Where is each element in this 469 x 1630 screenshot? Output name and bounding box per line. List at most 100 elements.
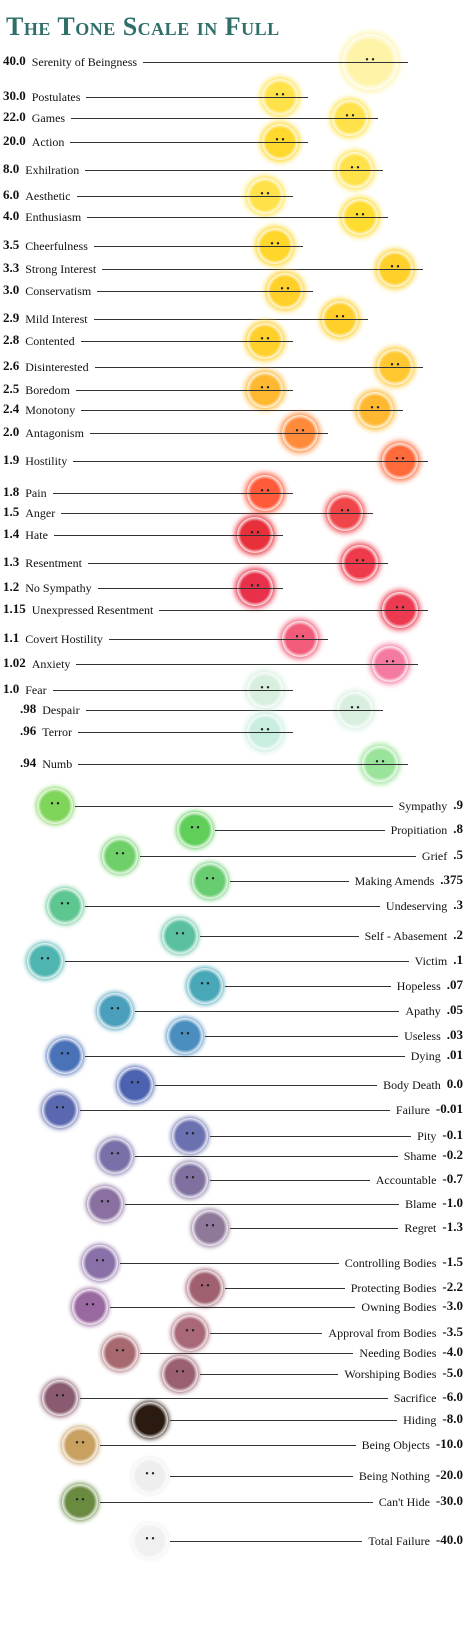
tone-leader-line	[205, 1036, 399, 1037]
tone-value: 4.0	[3, 208, 20, 223]
tone-leader-line	[85, 170, 383, 171]
tone-value: 1.4	[3, 526, 20, 541]
tone-value: 1.0	[3, 681, 20, 696]
tone-label: Anxiety	[31, 657, 71, 671]
tone-leader-line	[78, 732, 293, 733]
tone-label: Propitiation	[390, 823, 448, 837]
face-blob-icon	[97, 1138, 133, 1174]
tone-value: -6.0	[442, 1389, 463, 1404]
tone-leader-line	[81, 410, 403, 411]
tone-label: Protecting Bodies	[350, 1281, 437, 1295]
tone-leader-line	[80, 1110, 390, 1111]
face-expression-icon: • •	[280, 284, 290, 295]
face-expression-icon: • •	[395, 454, 405, 465]
tone-label: Hiding	[403, 1413, 437, 1427]
tone-value: -20.0	[435, 1467, 463, 1482]
tone-label: Serenity of Beingness	[31, 55, 138, 69]
face-expression-icon: • •	[60, 899, 70, 910]
tone-label: Victim	[414, 954, 448, 968]
face-blob-icon	[132, 1458, 168, 1494]
tone-label: No Sympathy	[25, 581, 92, 595]
face-expression-icon: • •	[50, 799, 60, 810]
face-expression-icon: • •	[175, 1367, 185, 1378]
tone-label: Being Nothing	[358, 1469, 430, 1483]
tone-leader-line	[61, 513, 373, 514]
tone-value: .96	[20, 723, 37, 738]
tone-label: Shame	[403, 1149, 437, 1163]
face-expression-icon: • •	[145, 1413, 155, 1424]
tone-label: Mild Interest	[25, 312, 88, 326]
face-expression-icon: • •	[115, 849, 125, 860]
tone-value: .8	[453, 821, 463, 836]
face-expression-icon: • •	[180, 1029, 190, 1040]
face-expression-icon: • •	[130, 1078, 140, 1089]
tone-label: Strong Interest	[25, 262, 97, 276]
tone-value: 6.0	[3, 187, 20, 202]
tone-leader-line	[210, 1180, 370, 1181]
tone-leader-line	[70, 142, 308, 143]
face-expression-icon: • •	[250, 581, 260, 592]
face-blob-icon	[97, 993, 133, 1029]
tone-leader-line	[52, 690, 293, 691]
face-blob-icon	[102, 838, 138, 874]
face-expression-icon: • •	[375, 757, 385, 768]
face-expression-icon: • •	[200, 1281, 210, 1292]
tone-label: Action	[31, 135, 65, 149]
tone-leader-line	[93, 319, 368, 320]
tone-label: Regret	[404, 1221, 437, 1235]
tone-value: -0.01	[435, 1101, 463, 1116]
tone-leader-line	[210, 1136, 412, 1137]
tone-label: Grief	[421, 849, 448, 863]
face-blob-icon	[167, 1018, 203, 1054]
face-blob-icon	[132, 1523, 168, 1559]
tone-label: Numb	[42, 757, 73, 771]
face-blob-icon	[172, 1118, 208, 1154]
tone-value: -3.0	[442, 1298, 463, 1313]
tone-value: 1.3	[3, 554, 20, 569]
tone-value: 40.0	[3, 53, 26, 68]
tone-value: .98	[20, 701, 37, 716]
tone-leader-line	[143, 62, 408, 63]
face-expression-icon: • •	[190, 823, 200, 834]
tone-label: Fear	[25, 683, 47, 697]
tone-value: .375	[440, 872, 463, 887]
tone-leader-line	[210, 1333, 323, 1334]
face-expression-icon: • •	[205, 1221, 215, 1232]
tone-leader-line	[159, 610, 428, 611]
tone-leader-line	[97, 291, 313, 292]
tone-value: .03	[446, 1027, 463, 1042]
tone-leader-line	[52, 493, 293, 494]
tone-value: 0.0	[446, 1076, 463, 1091]
tone-label: Hostility	[25, 454, 68, 468]
tone-label: Owning Bodies	[361, 1300, 437, 1314]
face-blob-icon	[27, 943, 63, 979]
tone-value: 1.2	[3, 579, 20, 594]
tone-value: 22.0	[3, 109, 26, 124]
tone-value: 3.0	[3, 282, 20, 297]
tone-leader-line	[102, 269, 423, 270]
tone-label: Body Death	[383, 1078, 441, 1092]
tone-label: Hate	[25, 528, 48, 542]
tone-label: Pity	[417, 1129, 437, 1143]
tone-label: Despair	[42, 703, 80, 717]
tone-value: 8.0	[3, 161, 20, 176]
face-expression-icon: • •	[295, 426, 305, 437]
tone-label: Disinterested	[25, 360, 89, 374]
face-expression-icon: • •	[260, 725, 270, 736]
tone-label: Useless	[404, 1029, 441, 1043]
face-expression-icon: • •	[350, 163, 360, 174]
face-blob-icon	[172, 1162, 208, 1198]
tone-label: Being Objects	[361, 1438, 430, 1452]
tone-value: .1	[453, 952, 463, 967]
tone-leader-line	[125, 1204, 400, 1205]
tone-leader-line	[110, 1307, 356, 1308]
tone-value: -3.5	[442, 1324, 463, 1339]
tone-leader-line	[65, 961, 409, 962]
tone-label: Undeserving	[385, 899, 448, 913]
tone-value: .2	[453, 927, 463, 942]
tone-leader-line	[225, 986, 391, 987]
tone-leader-line	[75, 806, 393, 807]
tone-leader-line	[170, 1420, 398, 1421]
tone-leader-line	[100, 1502, 373, 1503]
tone-leader-line	[87, 217, 388, 218]
